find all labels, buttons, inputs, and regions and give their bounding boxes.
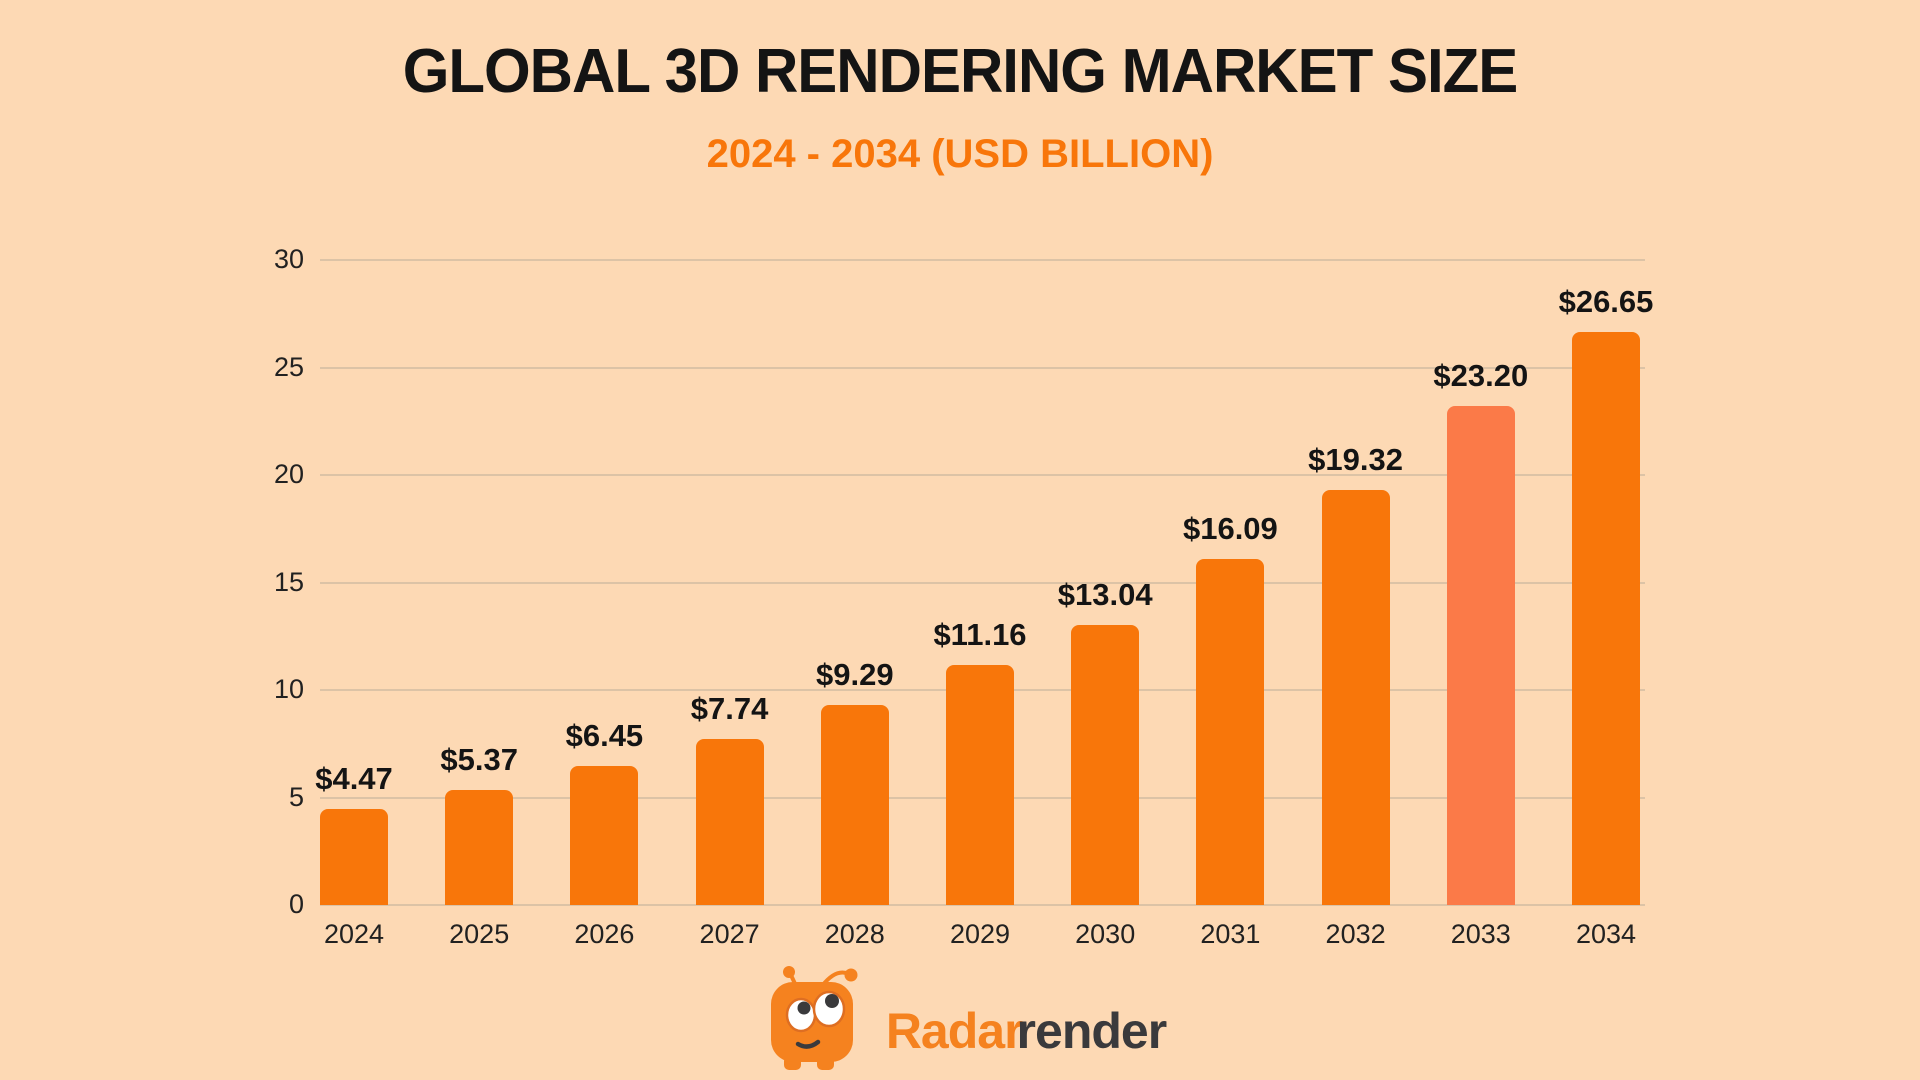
y-axis-tick-label: 5 (288, 781, 304, 812)
bar-2024 (320, 808, 388, 905)
y-axis-tick-label: 20 (273, 459, 304, 489)
bar-value-label-2033: $23.20 (1433, 358, 1529, 394)
x-axis-tick-label-2032: 2032 (1325, 919, 1386, 949)
bar-value-label-2034: $26.65 (1558, 284, 1654, 320)
bar-2032 (1321, 489, 1390, 905)
bar-value-label-2024: $4.47 (315, 760, 393, 796)
y-axis-tick-label: 15 (273, 566, 304, 597)
brand-name-render: render (1016, 1003, 1168, 1059)
y-axis-tick-label: 25 (273, 351, 304, 382)
bar-value-label-2025: $5.37 (440, 741, 518, 777)
bar-value-label-2031: $16.09 (1182, 511, 1278, 547)
bar-2029 (946, 665, 1014, 905)
y-axis-tick-label: 0 (288, 889, 304, 919)
bar-value-label-2032: $19.32 (1308, 441, 1404, 477)
bar-2033 (1446, 406, 1515, 905)
plot-area: 0 5 10 15 20 25 30 $4.47 2024 $5.37 2025 $6.45 2026 $… (274, 246, 1653, 950)
bar-value-label-2026: $6.45 (565, 718, 644, 754)
gridline-y-20 (320, 474, 1645, 476)
x-axis-tick-label-2028: 2028 (824, 919, 885, 949)
x-axis-tick-label-2034: 2034 (1575, 919, 1637, 949)
x-axis-tick-label-2033: 2033 (1450, 919, 1511, 949)
x-axis-tick-label-2031: 2031 (1200, 919, 1261, 949)
bar-2030 (1071, 624, 1140, 905)
bar-2031 (1196, 559, 1265, 905)
gridline-y-30 (320, 259, 1645, 261)
bar-value-label-2030: $13.04 (1057, 576, 1153, 612)
bar-2025 (445, 789, 514, 905)
brand-mascot-robot-icon (770, 966, 858, 1070)
x-axis-tick-label-2027: 2027 (699, 919, 760, 949)
gridline-y-25 (320, 366, 1645, 369)
chart-subtitle: 2024 - 2034 (USD BILLION) (706, 132, 1214, 176)
bar-value-label-2028: $9.29 (816, 657, 894, 693)
x-axis-tick-label-2029: 2029 (949, 919, 1011, 949)
gridline-y-15 (320, 581, 1645, 584)
x-axis-tick-label-2024: 2024 (323, 919, 385, 949)
bar-2026 (570, 766, 639, 905)
bar-value-label-2029: $11.16 (933, 617, 1027, 653)
y-axis-tick-label: 10 (273, 674, 304, 704)
brand-name: Radarrender (885, 980, 1168, 1060)
bar-2028 (820, 705, 889, 905)
brand-name-radar: Radar (885, 1003, 1024, 1059)
x-axis-tick-label-2026: 2026 (574, 919, 635, 949)
bar-2034 (1572, 332, 1640, 905)
chart-title: GLOBAL 3D RENDERING MARKET SIZE (402, 35, 1519, 106)
bar-2027 (695, 738, 764, 905)
y-axis-tick-label: 30 (273, 244, 304, 274)
x-axis-tick-label-2025: 2025 (449, 919, 510, 949)
brand-footer: Radarrender (0, 964, 1920, 1076)
gridline-y-0 (320, 904, 1645, 906)
x-axis-tick-label-2030: 2030 (1075, 919, 1136, 949)
bar-value-label-2027: $7.74 (690, 690, 769, 726)
